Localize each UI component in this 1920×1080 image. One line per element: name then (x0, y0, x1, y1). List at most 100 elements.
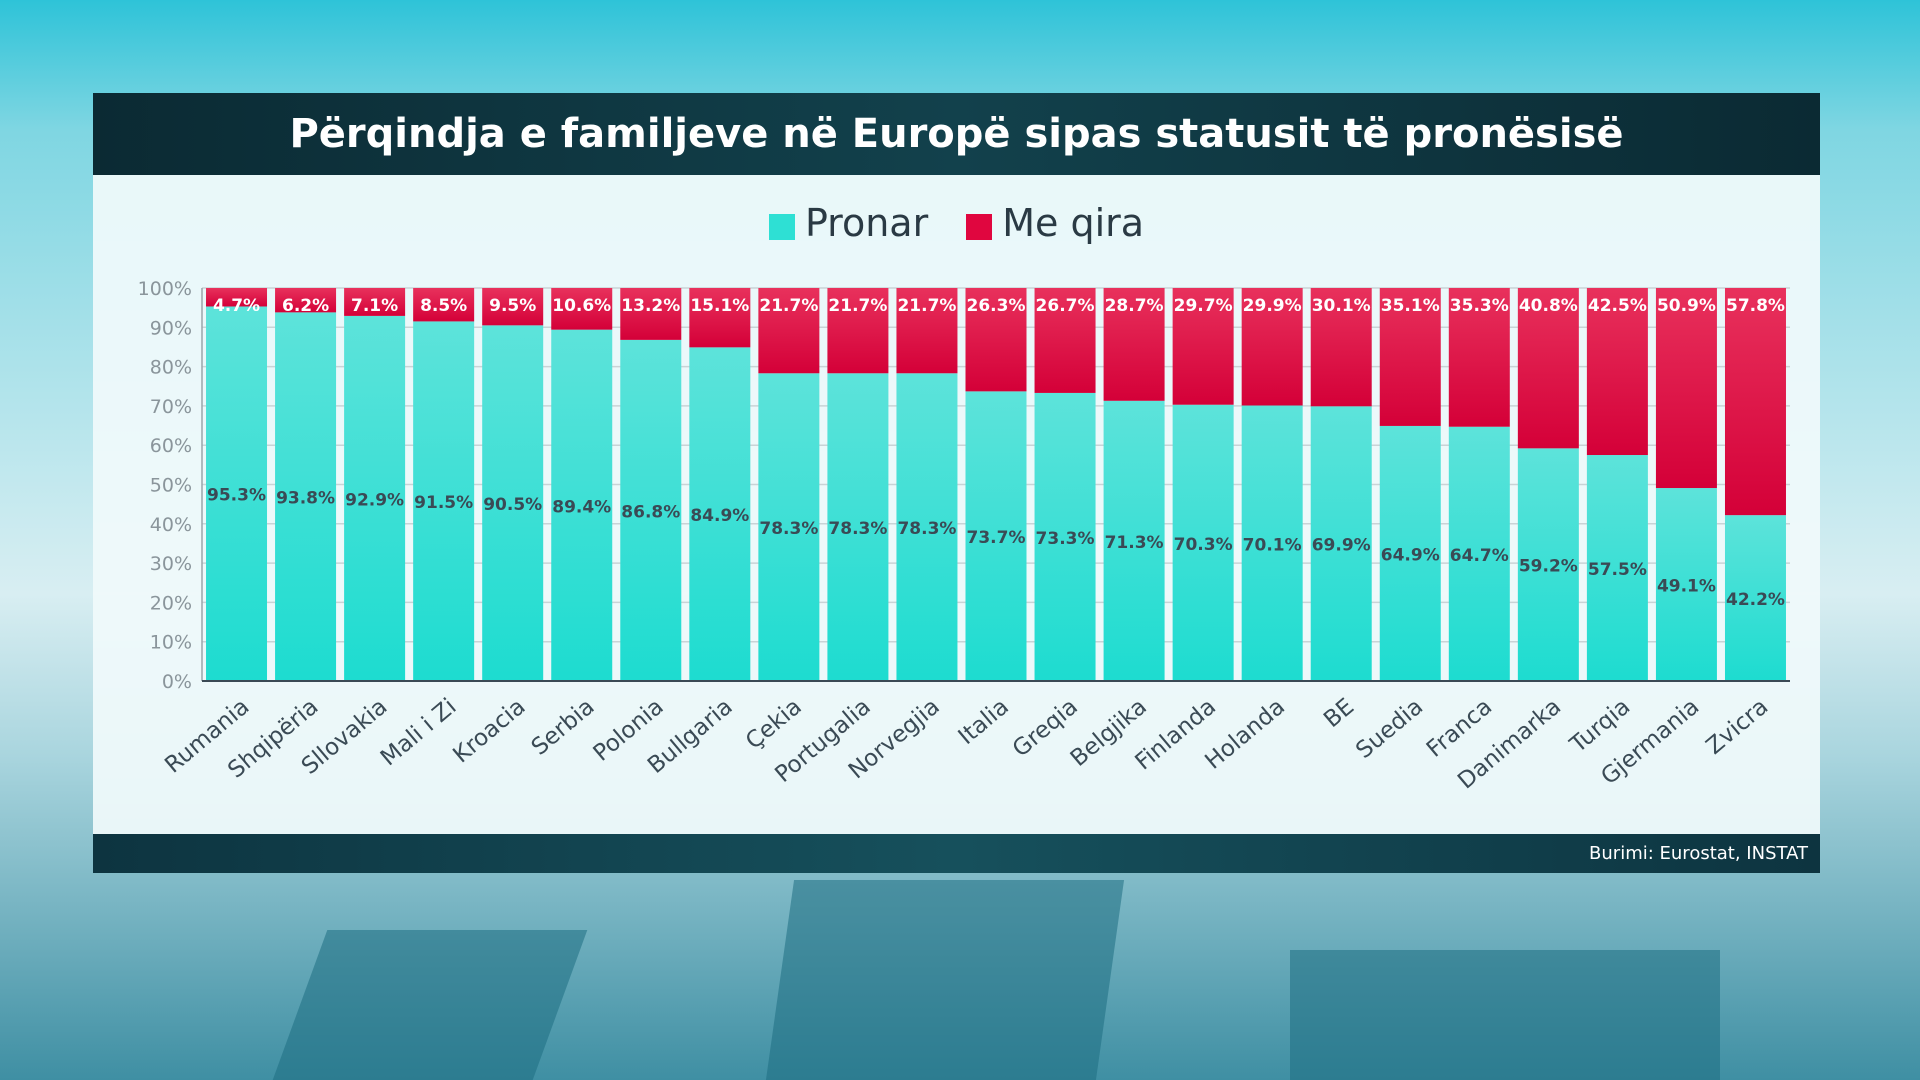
data-label-me-qira: 7.1% (351, 296, 398, 316)
bar-pronar (1034, 392, 1096, 681)
bar-pronar (1586, 455, 1648, 681)
bar-me-qira (1655, 288, 1717, 489)
data-label-pronar: 92.9% (345, 490, 404, 510)
data-label-pronar: 78.3% (759, 519, 818, 539)
legend: Pronar Me qira (93, 201, 1820, 245)
bar-me-qira (965, 288, 1027, 392)
bar-pronar (965, 391, 1027, 681)
bar-pronar (206, 306, 268, 681)
x-tick-label: Kroacia (448, 694, 530, 769)
y-tick-label: 10% (150, 632, 192, 654)
x-tick-label: Zvicra (1701, 694, 1773, 760)
y-tick-label: 60% (150, 435, 192, 457)
data-label-pronar: 59.2% (1519, 557, 1578, 577)
x-tick-label: BE (1319, 694, 1359, 733)
data-label-me-qira: 15.1% (690, 296, 749, 316)
y-tick-label: 80% (150, 357, 192, 379)
stacked-bar-chart: 0% 10% 20% 30% 40% 50% 60% 70% 80% 90% 100% 95.3% 4.… (138, 278, 1790, 794)
data-label-me-qira: 9.5% (489, 296, 536, 316)
bar-pronar (1241, 405, 1303, 681)
data-label-me-qira: 26.3% (967, 296, 1026, 316)
bar-me-qira (551, 288, 613, 330)
bar-pronar (1724, 515, 1786, 681)
background-shape (272, 930, 588, 1080)
bar-pronar (1517, 448, 1579, 681)
data-label-me-qira: 57.8% (1726, 296, 1785, 316)
data-label-me-qira: 8.5% (420, 296, 467, 316)
bar-pronar (689, 347, 751, 681)
y-tick-label: 50% (150, 475, 192, 497)
bar-pronar (620, 339, 682, 681)
bar-pronar (1379, 425, 1441, 681)
y-tick-label: 0% (162, 671, 192, 693)
data-label-pronar: 69.9% (1312, 536, 1371, 556)
bar-pronar (344, 315, 406, 681)
data-label-pronar: 89.4% (552, 497, 611, 517)
data-label-me-qira: 21.7% (759, 296, 818, 316)
y-tick-label: 90% (150, 317, 192, 339)
data-label-me-qira: 29.9% (1243, 296, 1302, 316)
bar-pronar (1310, 406, 1372, 681)
bar-me-qira (206, 288, 268, 307)
y-tick-label: 30% (150, 553, 192, 575)
data-label-me-qira: 26.7% (1036, 296, 1095, 316)
legend-swatch-pronar (768, 214, 795, 240)
data-label-pronar: 78.3% (828, 519, 887, 539)
bar-pronar (551, 329, 613, 681)
x-tick-label: Suedia (1351, 694, 1428, 764)
x-tick-label: Serbia (527, 694, 600, 761)
data-label-me-qira: 35.1% (1381, 296, 1440, 316)
legend-label: Pronar (804, 201, 929, 245)
bar-pronar (413, 321, 475, 681)
bar-pronar (758, 373, 820, 681)
data-label-pronar: 64.7% (1450, 546, 1509, 566)
data-label-me-qira: 21.7% (828, 296, 887, 316)
data-label-pronar: 84.9% (690, 506, 749, 526)
bar-me-qira (1034, 288, 1096, 393)
data-label-me-qira: 42.5% (1588, 296, 1647, 316)
bar-me-qira (275, 288, 337, 313)
y-tick-label: 20% (150, 592, 192, 614)
bar-me-qira (1310, 288, 1372, 407)
bar-me-qira (896, 288, 958, 374)
data-label-pronar: 73.7% (967, 528, 1026, 548)
source-text: Burimi: Eurostat, INSTAT (1589, 843, 1808, 864)
data-label-me-qira: 40.8% (1519, 296, 1578, 316)
legend-swatch-me-qira (966, 214, 993, 240)
data-label-me-qira: 50.9% (1657, 296, 1716, 316)
data-label-me-qira: 6.2% (282, 296, 329, 316)
data-label-pronar: 93.8% (276, 489, 335, 509)
bar-pronar (1103, 400, 1165, 681)
background-shape (765, 880, 1125, 1080)
bar-me-qira (1724, 288, 1786, 516)
bar-pronar (1448, 426, 1510, 681)
bar-me-qira (758, 288, 820, 374)
data-label-pronar: 90.5% (483, 495, 542, 515)
bar-me-qira (1586, 288, 1648, 456)
data-label-pronar: 95.3% (207, 486, 266, 506)
bar-pronar (896, 373, 958, 681)
legend-label: Me qira (1002, 201, 1145, 245)
data-label-pronar: 91.5% (414, 493, 473, 513)
data-label-me-qira: 35.3% (1450, 296, 1509, 316)
data-label-pronar: 70.3% (1174, 535, 1233, 555)
bar-me-qira (1517, 288, 1579, 449)
data-label-pronar: 73.3% (1036, 529, 1095, 549)
bar-pronar (827, 373, 889, 681)
y-tick-label: 100% (138, 278, 192, 300)
bar-me-qira (827, 288, 889, 374)
data-label-me-qira: 4.7% (213, 296, 260, 316)
bar-me-qira (1448, 288, 1510, 427)
data-label-pronar: 49.1% (1657, 577, 1716, 597)
x-tick-label: Italia (954, 694, 1014, 750)
background-shape (1290, 950, 1720, 1080)
data-label-pronar: 42.2% (1726, 590, 1785, 610)
data-label-pronar: 71.3% (1105, 533, 1164, 553)
bar-me-qira (1379, 288, 1441, 426)
data-label-me-qira: 10.6% (552, 296, 611, 316)
bar-me-qira (1103, 288, 1165, 401)
bar-me-qira (344, 288, 406, 316)
bar-me-qira (413, 288, 475, 322)
data-label-me-qira: 28.7% (1105, 296, 1164, 316)
data-label-pronar: 86.8% (621, 502, 680, 522)
